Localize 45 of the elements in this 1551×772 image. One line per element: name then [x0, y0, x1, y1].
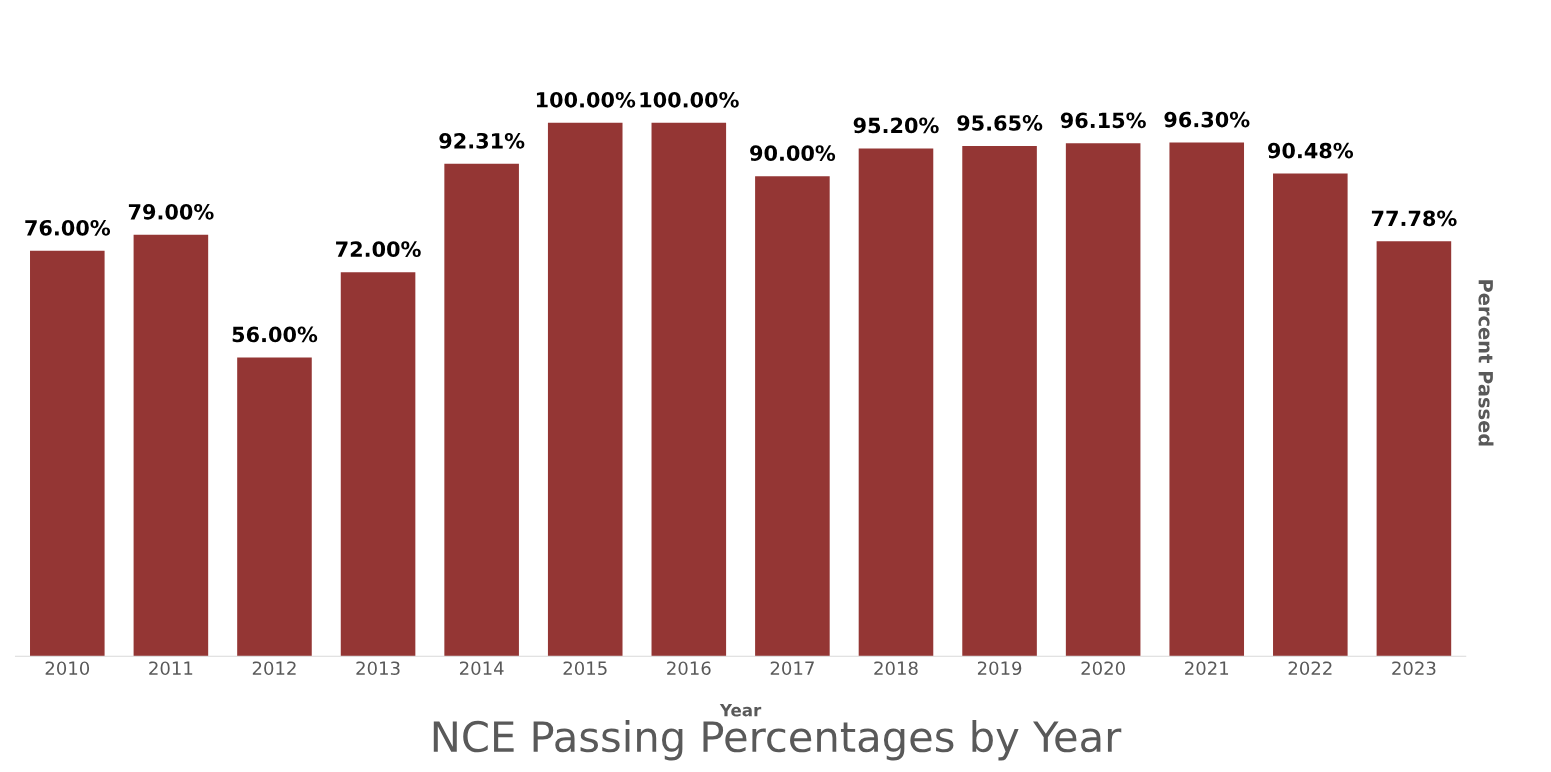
x-tick-label: 2012	[252, 661, 296, 676]
x-tick-label: 2022	[1288, 661, 1332, 676]
x-tick-label: 2014	[459, 661, 504, 676]
data-label: 95.65%	[957, 115, 1043, 131]
data-label: 90.00%	[750, 145, 836, 162]
data-label: 100.00%	[640, 91, 739, 108]
data-label: 92.31%	[439, 132, 525, 149]
bar	[340, 272, 416, 657]
x-tick-label: 2016	[667, 661, 711, 676]
bar	[30, 250, 105, 657]
bar	[651, 122, 727, 657]
bar	[237, 357, 312, 657]
data-label: 95.20%	[853, 117, 939, 134]
data-label: 72.00%	[336, 241, 421, 258]
bar	[1273, 173, 1348, 657]
bar	[858, 148, 934, 657]
text: NCE Passing Percentages by Year	[433, 720, 1122, 761]
x-tick-label: 2011	[149, 661, 193, 676]
x-tick-label: 2021	[1185, 661, 1229, 676]
bar	[755, 176, 830, 657]
data-label: 90.48%	[1268, 142, 1354, 159]
x-tick-label: 2013	[356, 661, 400, 676]
bar	[133, 234, 209, 657]
data-label: 56.00%	[232, 326, 318, 343]
bar	[962, 146, 1037, 657]
data-label: 76.00%	[25, 219, 111, 236]
bar	[547, 122, 623, 657]
bar	[444, 163, 519, 657]
x-tick-label: 2010	[45, 661, 90, 676]
bar	[1065, 143, 1141, 657]
x-tick-label: 2023	[1392, 661, 1436, 676]
x-tick-label: 2015	[563, 661, 607, 676]
x-tick-label: 2020	[1081, 661, 1125, 676]
y-axis-title: Percent Passed	[1478, 280, 1494, 446]
data-label: 77.78%	[1371, 210, 1457, 227]
data-label: 100.00%	[536, 91, 636, 108]
bar	[1169, 142, 1245, 657]
data-label: 96.30%	[1164, 111, 1250, 128]
bar	[1376, 241, 1452, 657]
data-label: 96.15%	[1060, 112, 1146, 129]
x-axis-title: Year	[719, 704, 762, 717]
x-tick-label: 2019	[977, 661, 1022, 676]
x-tick-label: 2017	[770, 661, 814, 676]
x-tick-label: 2018	[874, 661, 918, 676]
data-label: 79.00%	[128, 203, 214, 220]
